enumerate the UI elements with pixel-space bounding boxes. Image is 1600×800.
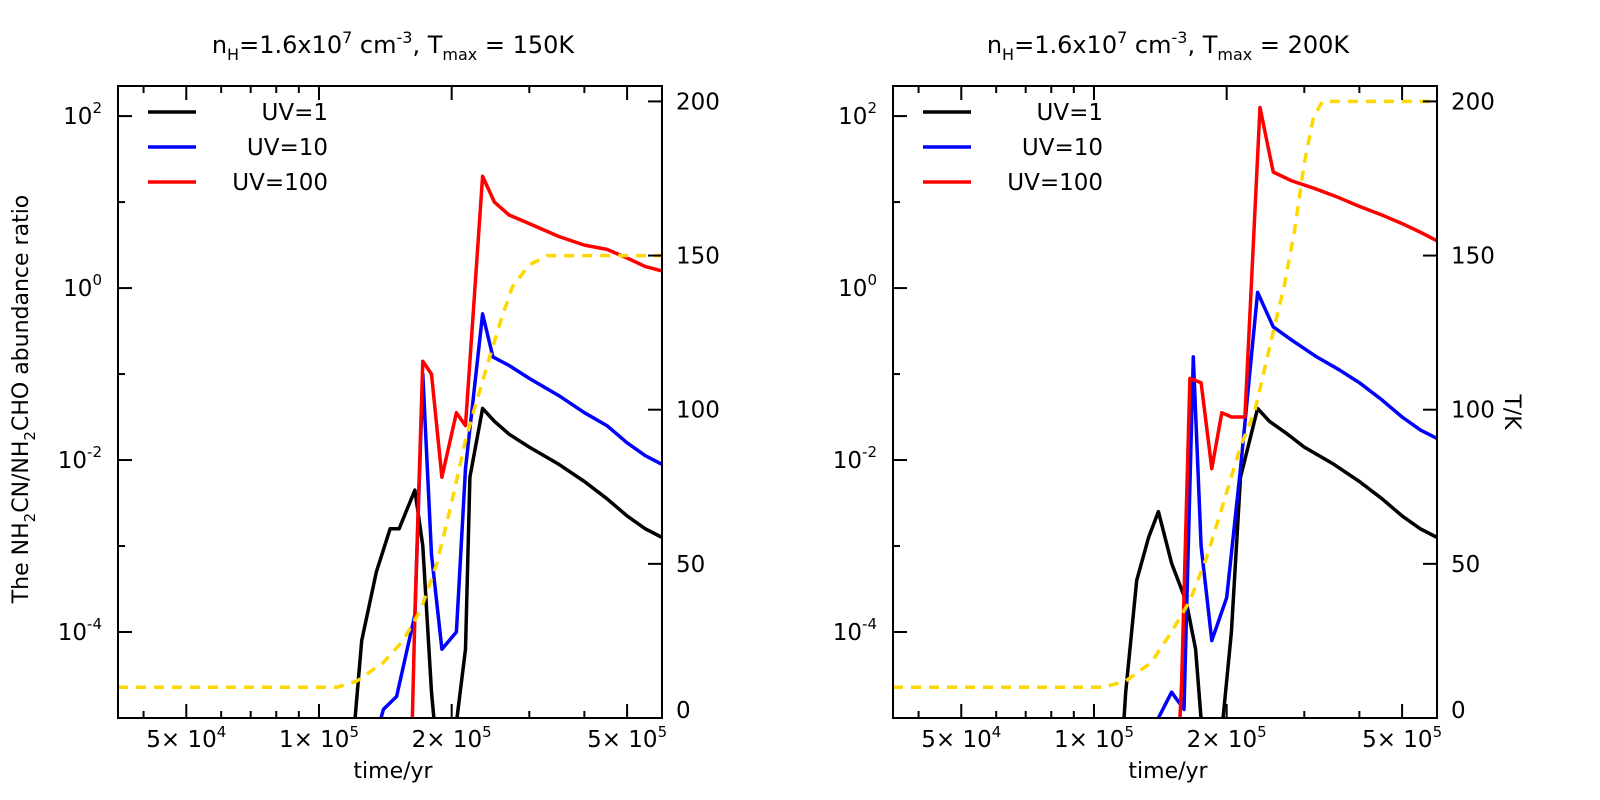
x-tick-exponent: 5 (482, 723, 492, 741)
x-tick-exponent: 5 (658, 723, 668, 741)
temperature-curve (893, 99, 1437, 689)
x-tick-mantissa: 1 (1054, 727, 1069, 753)
x-tick-mantissa: 2 (1187, 727, 1202, 753)
y-tick-base: 10 (58, 620, 87, 646)
series-line-uv-100 (1178, 105, 1437, 718)
y-tick-label: 100 (838, 271, 877, 302)
y-tick-label: 102 (63, 99, 102, 130)
legend: UV=1 UV=10 UV=100 (923, 100, 1103, 196)
x-tick-mantissa: 5 (146, 727, 161, 753)
y2-tick-label: 50 (676, 552, 705, 578)
y-tick-label: 100 (63, 271, 102, 302)
x-tick-times: × 10 (602, 727, 658, 753)
y-tick-exponent: -4 (87, 615, 102, 633)
y2-tick-label: 200 (676, 89, 720, 115)
x-axis-label: time/yr (1128, 759, 1208, 784)
x-tick-mantissa: 5 (587, 727, 602, 753)
y-tick-exponent: -4 (862, 615, 877, 633)
x-tick-exponent: 5 (1124, 723, 1134, 741)
y-tick-exponent: 0 (92, 271, 102, 289)
x-tick-times: × 10 (1201, 727, 1257, 753)
x-tick-exponent: 5 (1257, 723, 1267, 741)
x-tick-mantissa: 2 (412, 727, 427, 753)
y-axis-label: The NH2CN/NH2CHO abundance ratio (9, 195, 39, 605)
y2-tick-label: 200 (1451, 89, 1495, 115)
y-tick-label: 10-2 (833, 443, 877, 474)
y-tick-base: 10 (833, 620, 862, 646)
x-tick-mantissa: 1 (279, 727, 294, 753)
plot-frame (117, 85, 663, 719)
x-tick-label: 1× 105 (279, 723, 359, 753)
x-tick-label: 2× 105 (1187, 723, 1267, 753)
y2-tick-label: 0 (676, 698, 691, 724)
y-tick-exponent: 2 (867, 99, 877, 117)
y2-tick-label: 0 (1451, 698, 1466, 724)
y-tick-exponent: 0 (867, 271, 877, 289)
series-group (118, 174, 662, 718)
y-tick-base: 10 (58, 448, 87, 474)
legend-label: UV=100 (232, 170, 328, 196)
y2-tick-label: 150 (1451, 244, 1495, 270)
plot-frame (892, 85, 1438, 719)
series-line-uv-1 (353, 406, 662, 718)
temperature-curve (118, 253, 662, 689)
x-tick-times: × 10 (294, 727, 350, 753)
legend: UV=1 UV=10 UV=100 (148, 100, 328, 196)
x-tick-label: 5× 105 (1362, 723, 1442, 753)
x-tick-mantissa: 5 (1362, 727, 1377, 753)
x-axis-label: time/yr (353, 759, 433, 784)
x-tick-exponent: 5 (349, 723, 359, 741)
x-tick-times: × 10 (1069, 727, 1125, 753)
legend-label: UV=10 (1022, 135, 1103, 161)
series-line-uv-100 (410, 174, 662, 718)
legend-label: UV=10 (247, 135, 328, 161)
x-tick-exponent: 4 (992, 723, 1002, 741)
x-tick-label: 1× 105 (1054, 723, 1134, 753)
x-tick-times: × 10 (936, 727, 992, 753)
x-tick-exponent: 4 (217, 723, 227, 741)
y-tick-base: 10 (63, 104, 92, 130)
y2-tick-label: 50 (1451, 552, 1480, 578)
x-tick-label: 5× 104 (146, 723, 226, 753)
y-tick-label: 10-4 (833, 615, 877, 646)
y-tick-base: 10 (63, 276, 92, 302)
y-tick-base: 10 (838, 104, 867, 130)
x-tick-times: × 10 (161, 727, 217, 753)
series-group (893, 99, 1437, 718)
x-tick-times: × 10 (426, 727, 482, 753)
legend-label: UV=1 (262, 100, 328, 126)
y2-tick-label: 150 (676, 244, 720, 270)
y2-tick-label: 100 (676, 398, 720, 424)
y-tick-exponent: 2 (92, 99, 102, 117)
chart-panel-left: nH=1.6x107 cm-3, Tmax = 150K The NH2CN/N… (9, 28, 720, 784)
y-tick-label: 102 (838, 99, 877, 130)
y2-tick-label: 100 (1451, 398, 1495, 424)
chart-title: nH=1.6x107 cm-3, Tmax = 150K (212, 28, 576, 64)
y-tick-label: 10-2 (58, 443, 102, 474)
chart-title: nH=1.6x107 cm-3, Tmax = 200K (987, 28, 1351, 64)
x-tick-label: 2× 105 (412, 723, 492, 753)
y2-axis-label: T/K (1499, 393, 1524, 430)
x-tick-mantissa: 5 (921, 727, 936, 753)
y-tick-label: 10-4 (58, 615, 102, 646)
legend-label: UV=100 (1007, 170, 1103, 196)
y-tick-base: 10 (838, 276, 867, 302)
x-tick-exponent: 5 (1433, 723, 1443, 741)
y-tick-exponent: -2 (862, 443, 877, 461)
y-tick-exponent: -2 (87, 443, 102, 461)
x-tick-label: 5× 104 (921, 723, 1001, 753)
x-tick-times: × 10 (1377, 727, 1433, 753)
x-tick-label: 5× 105 (587, 723, 667, 753)
y-tick-base: 10 (833, 448, 862, 474)
series-line-uv-10 (1156, 290, 1437, 718)
series-line-uv-1 (1122, 406, 1437, 718)
legend-label: UV=1 (1037, 100, 1103, 126)
chart-panel-right: nH=1.6x107 cm-3, Tmax = 200K time/yr T/K… (833, 28, 1524, 784)
